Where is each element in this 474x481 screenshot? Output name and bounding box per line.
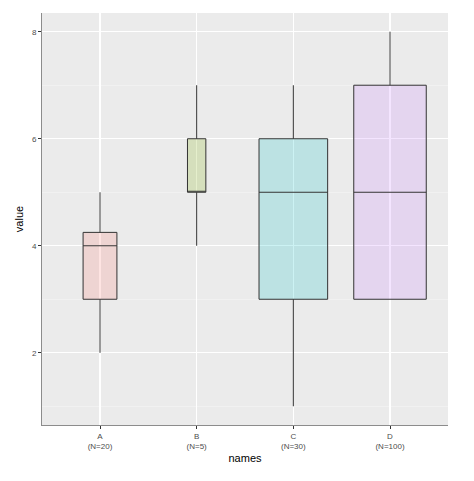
svg-text:6: 6	[32, 135, 37, 144]
svg-text:2: 2	[32, 349, 37, 358]
svg-text:A(N=20): A(N=20)	[88, 432, 113, 451]
svg-text:B(N=5): B(N=5)	[187, 432, 208, 451]
svg-text:C(N=30): C(N=30)	[281, 432, 306, 451]
svg-text:D(N=100): D(N=100)	[375, 432, 404, 451]
svg-text:4: 4	[32, 242, 37, 251]
svg-text:names: names	[228, 452, 262, 464]
svg-text:8: 8	[32, 28, 37, 37]
svg-text:value: value	[13, 206, 25, 232]
